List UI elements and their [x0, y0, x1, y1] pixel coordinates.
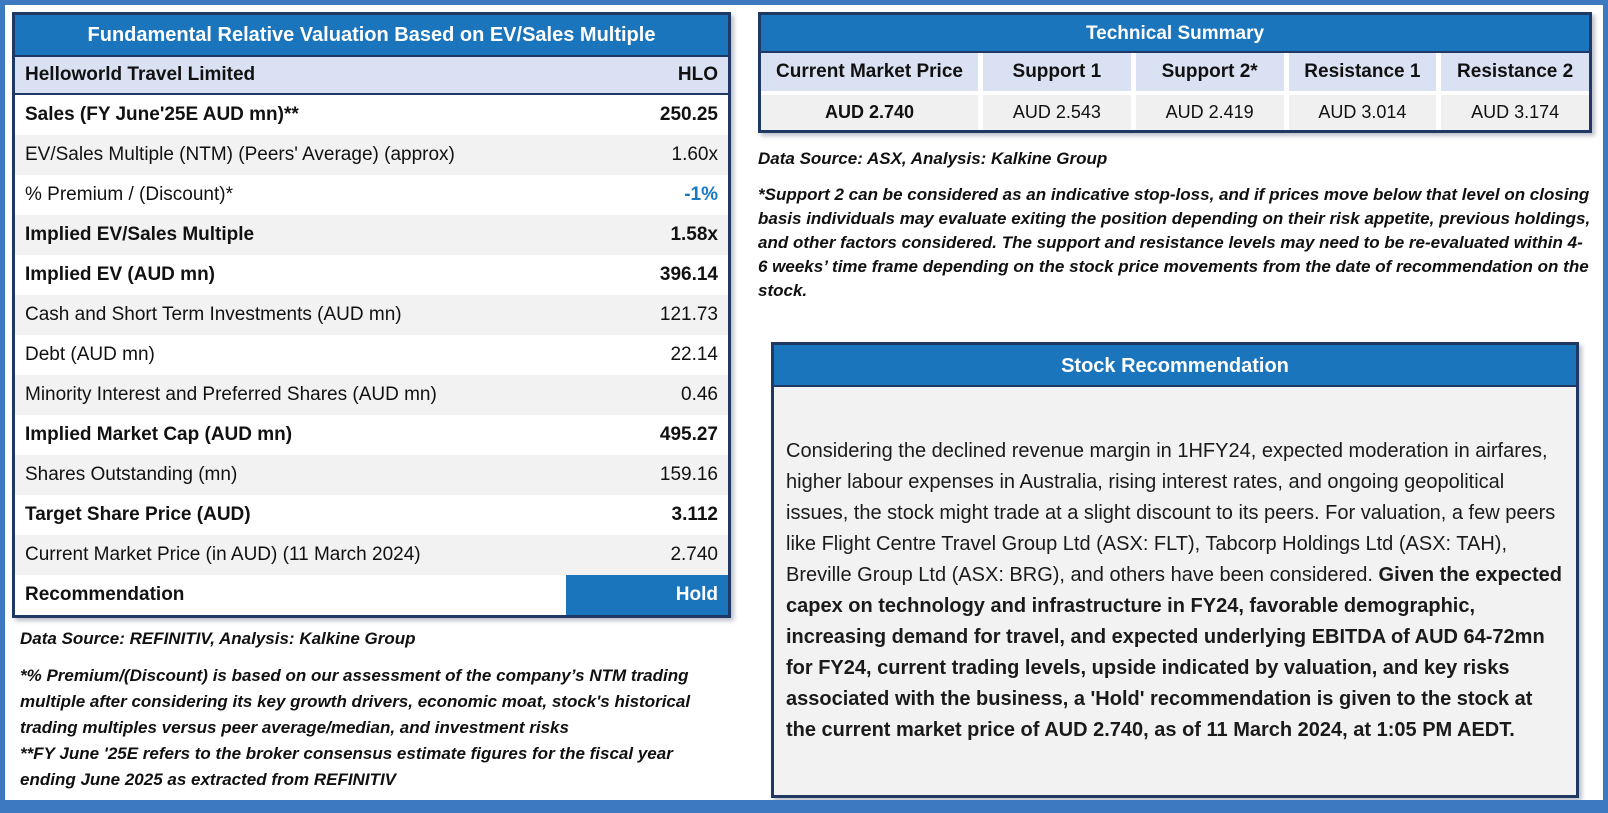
- premium-footnote: *% Premium/(Discount) is based on our as…: [20, 666, 691, 737]
- row-label: % Premium / (Discount)*: [25, 184, 233, 205]
- row-label: Cash and Short Term Investments (AUD mn): [25, 304, 402, 325]
- valuation-panel: Fundamental Relative Valuation Based on …: [12, 12, 731, 793]
- value-resistance-2: AUD 3.174: [1441, 95, 1589, 130]
- table-row-ev-sales-multiple: EV/Sales Multiple (NTM) (Peers' Average)…: [15, 135, 728, 175]
- row-value: 121.73: [659, 304, 718, 325]
- row-label: Implied EV/Sales Multiple: [25, 224, 255, 245]
- stock-recommendation-body: Considering the declined revenue margin …: [774, 387, 1576, 795]
- value-support-1: AUD 2.543: [983, 95, 1131, 130]
- row-value: 2.740: [670, 544, 718, 565]
- table-row-debt: Debt (AUD mn) 22.14: [15, 335, 728, 375]
- valuation-rows: Sales (FY June'25E AUD mn)** 250.25 EV/S…: [15, 95, 728, 615]
- recommendation-text-bold: Given the expected capex on technology a…: [786, 564, 1562, 741]
- col-header-resistance-1: Resistance 1: [1288, 53, 1437, 91]
- technical-footnotes: Data Source: ASX, Analysis: Kalkine Grou…: [758, 149, 1592, 303]
- row-value: 22.14: [670, 344, 718, 365]
- recommendation-badge: Hold: [566, 575, 728, 615]
- table-row-implied-ev-sales: Implied EV/Sales Multiple 1.58x: [15, 215, 728, 255]
- row-value: 495.27: [659, 424, 718, 445]
- fiscal-year-footnote: **FY June '25E refers to the broker cons…: [20, 744, 673, 789]
- value-current-market-price: AUD 2.740: [761, 95, 978, 130]
- technical-source-note: Data Source: ASX, Analysis: Kalkine Grou…: [758, 149, 1108, 168]
- company-name: Helloworld Travel Limited: [25, 64, 256, 85]
- col-header-current-market-price: Current Market Price: [761, 53, 978, 91]
- technical-summary-table: Technical Summary Current Market Price S…: [758, 12, 1592, 133]
- valuation-footnotes: Data Source: REFINITIV, Analysis: Kalkin…: [20, 629, 720, 793]
- row-label: Shares Outstanding (mn): [25, 464, 238, 485]
- technical-summary-grid: Current Market Price Support 1 Support 2…: [761, 53, 1589, 130]
- row-label: Minority Interest and Preferred Shares (…: [25, 384, 437, 405]
- right-panel: Technical Summary Current Market Price S…: [758, 12, 1592, 798]
- stock-recommendation-title: Stock Recommendation: [774, 345, 1576, 387]
- row-value: 1.60x: [671, 144, 718, 165]
- col-header-support-2: Support 2*: [1135, 53, 1284, 91]
- table-row-implied-market-cap: Implied Market Cap (AUD mn) 495.27: [15, 415, 728, 455]
- table-row-sales: Sales (FY June'25E AUD mn)** 250.25: [15, 95, 728, 135]
- row-value: 396.14: [659, 264, 718, 285]
- row-value: 1.58x: [670, 224, 718, 245]
- row-label: Sales (FY June'25E AUD mn)**: [25, 104, 299, 125]
- table-row-target-price: Target Share Price (AUD) 3.112: [15, 495, 728, 535]
- valuation-source-note: Data Source: REFINITIV, Analysis: Kalkin…: [20, 629, 416, 648]
- table-row-recommendation: Recommendation Hold: [15, 575, 728, 615]
- valuation-table-title: Fundamental Relative Valuation Based on …: [15, 15, 728, 55]
- recommendation-text-regular: Considering the declined revenue margin …: [786, 440, 1556, 586]
- value-resistance-1: AUD 3.014: [1288, 95, 1437, 130]
- table-row-implied-ev: Implied EV (AUD mn) 396.14: [15, 255, 728, 295]
- row-value: 0.46: [681, 384, 718, 405]
- table-row-current-price: Current Market Price (in AUD) (11 March …: [15, 535, 728, 575]
- row-label: EV/Sales Multiple (NTM) (Peers' Average)…: [25, 144, 455, 165]
- table-row-shares-outstanding: Shares Outstanding (mn) 159.16: [15, 455, 728, 495]
- technical-summary-title: Technical Summary: [761, 15, 1589, 53]
- row-value: 159.16: [659, 464, 718, 485]
- row-label: Recommendation: [25, 584, 185, 605]
- row-label: Target Share Price (AUD): [25, 504, 251, 525]
- support-2-footnote: *Support 2 can be considered as an indic…: [758, 185, 1591, 300]
- row-label: Debt (AUD mn): [25, 344, 155, 365]
- table-row-premium-discount: % Premium / (Discount)* -1%: [15, 175, 728, 215]
- row-label: Implied EV (AUD mn): [25, 264, 216, 285]
- col-header-support-1: Support 1: [983, 53, 1131, 91]
- valuation-table: Fundamental Relative Valuation Based on …: [12, 12, 731, 618]
- row-label: Implied Market Cap (AUD mn): [25, 424, 293, 445]
- stock-recommendation-text: Considering the declined revenue margin …: [786, 436, 1564, 746]
- col-header-resistance-2: Resistance 2: [1441, 53, 1589, 91]
- row-label: Current Market Price (in AUD) (11 March …: [25, 544, 421, 565]
- row-value: 250.25: [659, 104, 718, 125]
- company-header-row: Helloworld Travel Limited HLO: [15, 55, 728, 95]
- company-ticker: HLO: [677, 64, 718, 85]
- table-row-minority-interest: Minority Interest and Preferred Shares (…: [15, 375, 728, 415]
- table-row-cash: Cash and Short Term Investments (AUD mn)…: [15, 295, 728, 335]
- row-value: 3.112: [671, 504, 719, 525]
- value-support-2: AUD 2.419: [1135, 95, 1284, 130]
- stock-recommendation-box: Stock Recommendation Considering the dec…: [771, 342, 1579, 798]
- row-value-highlight: -1%: [684, 184, 718, 205]
